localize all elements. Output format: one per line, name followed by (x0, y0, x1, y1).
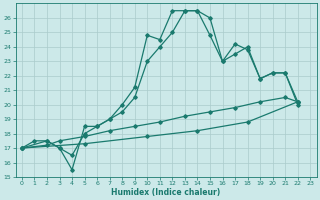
X-axis label: Humidex (Indice chaleur): Humidex (Indice chaleur) (111, 188, 221, 197)
